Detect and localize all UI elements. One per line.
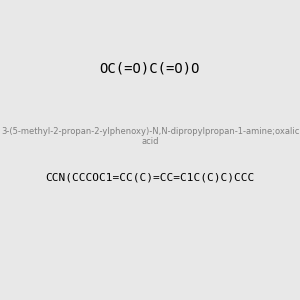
Text: CCN(CCCOC1=CC(C)=CC=C1C(C)C)CCC: CCN(CCCOC1=CC(C)=CC=C1C(C)C)CCC: [45, 172, 255, 182]
Text: 3-(5-methyl-2-propan-2-ylphenoxy)-N,N-dipropylpropan-1-amine;oxalic acid: 3-(5-methyl-2-propan-2-ylphenoxy)-N,N-di…: [1, 127, 299, 146]
Text: OC(=O)C(=O)O: OC(=O)C(=O)O: [100, 62, 200, 76]
